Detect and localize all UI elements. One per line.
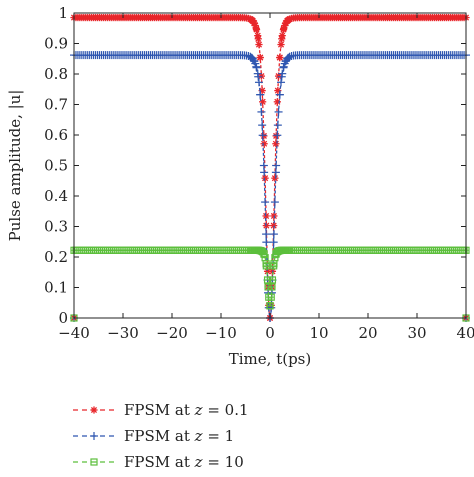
legend-item-2: FPSM at z = 1 [73,427,234,445]
series-2-point [253,69,262,78]
y-tick-label: 0 [58,309,68,327]
series-2-point [262,238,271,247]
series-2-point [275,90,284,99]
series-2-point [284,53,293,62]
series-2-point [267,303,276,312]
series-2-point [260,168,269,177]
series-2-point [285,52,294,61]
series-1-point [271,174,279,182]
series-2-point [252,63,261,72]
y-axis-title: Pulse amplitude, |u| [6,90,24,242]
y-tick-label: 0.3 [44,218,68,236]
series-2-point [274,107,283,116]
series-3-point [260,250,268,258]
series-2-point [257,107,266,116]
series-1-point [274,86,282,95]
series-3-point [262,262,270,270]
x-tick-label: 40 [456,324,474,342]
series-2-point [269,238,278,247]
series-2-point [278,69,287,78]
series-1-point [272,132,280,140]
series-3-point [261,254,269,262]
series-3-point [267,293,275,301]
series-2-point [273,131,282,140]
plot-marks [70,13,470,322]
legend-swatch-marker [90,458,98,466]
legend-label: FPSM at z = 0.1 [124,401,249,419]
series-1-point [256,53,264,62]
series-2-point [259,161,268,170]
series-2-point [248,54,257,63]
series-1-point [278,32,286,40]
legend-swatch-marker [90,432,98,440]
series-2-point [269,230,278,239]
y-tick-label: 0.5 [44,157,68,175]
series-2-point [254,78,263,87]
series-2-point [258,131,267,140]
series-2-point [256,90,265,99]
legend-item-1: FPSM at z = 0.1 [73,401,249,419]
legend: FPSM at z = 0.1 FPSM at z = 1 FPSM at z = … [73,401,249,471]
y-tick-label: 0.4 [44,187,68,205]
series-3-point [268,276,277,284]
x-tick-label: 20 [358,324,377,342]
legend-item-3: FPSM at z = 10 [73,453,244,471]
series-1-point [261,174,269,182]
series-2-point [272,161,281,170]
x-tick-label: 30 [407,324,426,342]
y-tick-label: 0.2 [44,248,68,266]
series-2-point [279,63,288,72]
series-2-point [261,198,270,207]
series-2-point [262,230,271,239]
x-tick-label: −10 [205,324,237,342]
x-axis-title: Time, t(ps) [229,350,311,368]
y-tick-label: 0.1 [44,279,68,297]
series-3-point [286,246,294,254]
series-3 [70,246,470,322]
series-1-point [272,140,280,148]
x-tick-label: −40 [58,324,90,342]
y-tick-label: 1 [58,4,68,22]
series-3-point [266,302,274,310]
x-tick-label: −30 [107,324,139,342]
series-1-point [277,40,285,49]
y-tick-label: 0.7 [44,96,68,114]
y-tick-label: 0.9 [44,35,68,53]
x-tick-label: −20 [156,324,188,342]
series-1-point [252,26,261,34]
series-2-point [277,78,286,87]
series-1-point [276,53,284,62]
x-tick-label: 10 [309,324,328,342]
series-2-point [251,59,260,68]
series-1-point [254,32,262,40]
legend-label: FPSM at z = 10 [124,453,244,471]
series-3-point [268,283,276,291]
series-2-point [270,198,279,207]
y-tick-label: 0.6 [44,126,68,144]
series-2-point [258,121,267,130]
y-tick-label: 0.8 [44,65,68,83]
series-2-point [273,121,282,130]
series-1-point [260,140,268,148]
x-tick-label: 0 [265,324,275,342]
series-2 [70,51,470,322]
series-3-point [270,262,278,270]
series-1-point [255,40,263,49]
series-2-point [271,168,280,177]
legend-label: FPSM at z = 1 [124,427,234,445]
axis-ticks: −40 −30 −20 −10 0 10 20 30 40 0 0.1 0.2 0.3 0.4 0.5 0.6… [44,4,474,342]
series-1-point [260,132,268,140]
legend-swatch-marker [90,406,98,414]
series-1 [70,13,470,322]
series-1-point [286,15,294,23]
